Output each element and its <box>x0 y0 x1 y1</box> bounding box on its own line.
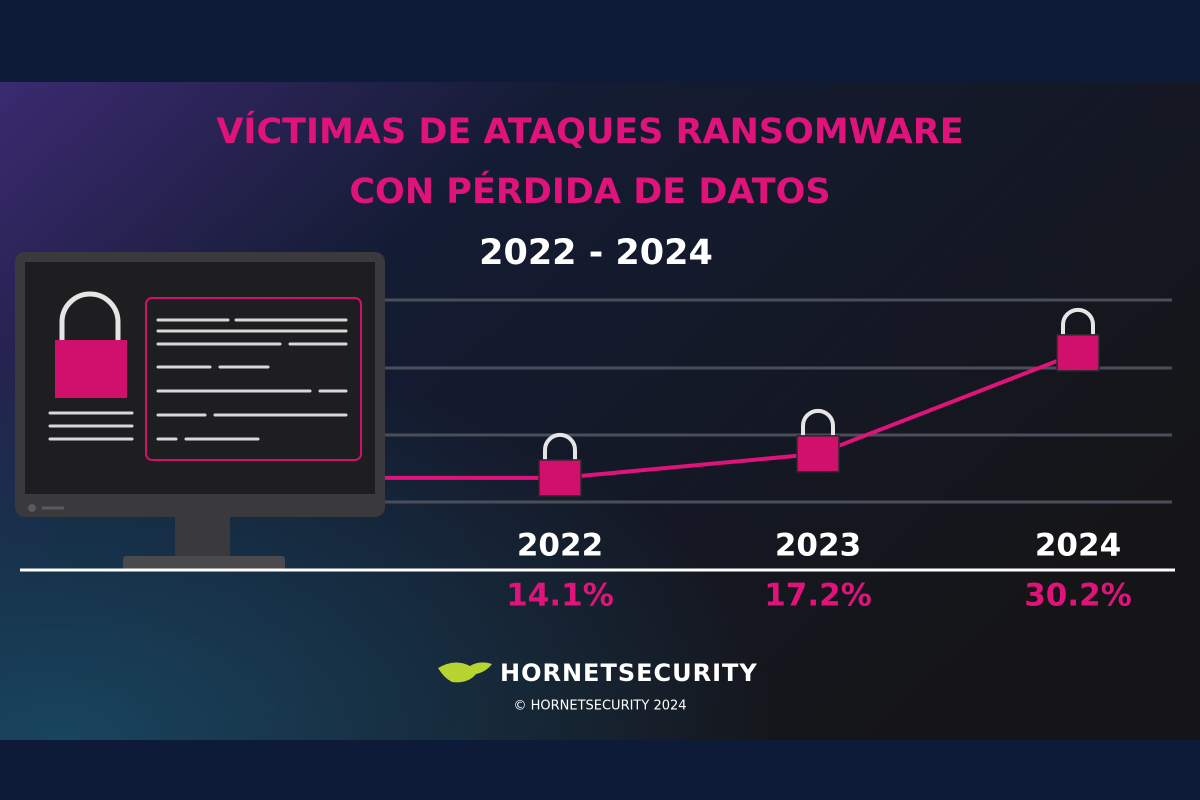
screen-box <box>145 297 362 461</box>
power-button <box>28 504 36 512</box>
lock-marker <box>796 408 840 473</box>
monitor-neck <box>175 515 230 561</box>
x-tick-label: 2023 <box>775 528 861 564</box>
lock-marker <box>538 432 582 497</box>
x-tick-label: 2024 <box>1035 528 1121 564</box>
lock-marker <box>1056 307 1100 372</box>
brand: HORNETSECURITY <box>500 659 758 687</box>
grid <box>380 298 1172 504</box>
lock-shackle <box>543 432 577 462</box>
copyright: © HORNETSECURITY 2024 <box>513 699 686 714</box>
logo-icon <box>438 662 492 683</box>
screen-lock-body <box>55 340 127 398</box>
logo: HORNETSECURITY © HORNETSECURITY 2024 <box>438 659 758 714</box>
screen-lock-shackle <box>59 291 121 342</box>
x-tick-label: 2022 <box>517 528 603 564</box>
lock-body <box>538 459 582 497</box>
value-label: 30.2% <box>1024 578 1132 614</box>
lock-body <box>796 435 840 473</box>
value-label: 17.2% <box>764 578 872 614</box>
lock-body <box>1056 334 1100 372</box>
lock-shackle <box>801 408 835 438</box>
title-line: CON PÉRDIDA DE DATOS <box>349 170 830 212</box>
monitor-base <box>123 556 285 570</box>
lock-shackle <box>1061 307 1095 337</box>
title-line: VÍCTIMAS DE ATAQUES RANSOMWARE <box>216 110 963 152</box>
subtitle: 2022 - 2024 <box>479 233 713 273</box>
plot: 2022 14.1% 2023 17.2% 2024 30.2% <box>385 307 1132 614</box>
monitor <box>15 252 385 570</box>
value-label: 14.1% <box>506 578 614 614</box>
